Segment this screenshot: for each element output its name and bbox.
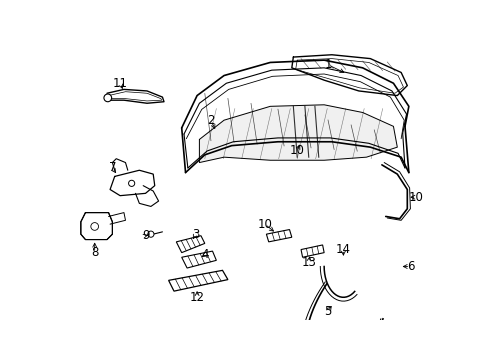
- Text: 1: 1: [324, 58, 331, 71]
- Circle shape: [91, 222, 99, 230]
- Text: 6: 6: [406, 260, 413, 273]
- Text: 11: 11: [112, 77, 127, 90]
- Text: 7: 7: [108, 161, 116, 175]
- Text: 8: 8: [91, 246, 98, 259]
- Text: 10: 10: [289, 144, 304, 157]
- Polygon shape: [182, 251, 216, 268]
- Text: 10: 10: [408, 191, 423, 204]
- Text: 3: 3: [191, 228, 199, 240]
- Circle shape: [104, 94, 111, 102]
- Text: 5: 5: [324, 305, 331, 318]
- Polygon shape: [266, 230, 291, 242]
- Text: 13: 13: [301, 256, 316, 269]
- Polygon shape: [168, 270, 227, 291]
- Polygon shape: [81, 213, 112, 239]
- Polygon shape: [176, 236, 204, 253]
- Polygon shape: [301, 245, 324, 257]
- Text: 14: 14: [335, 243, 350, 256]
- Text: 4: 4: [201, 248, 208, 261]
- Text: 2: 2: [207, 114, 214, 127]
- Text: 10: 10: [257, 218, 272, 231]
- Polygon shape: [199, 105, 396, 163]
- Circle shape: [147, 231, 154, 237]
- Circle shape: [128, 180, 135, 186]
- Text: 12: 12: [189, 291, 204, 304]
- Text: 9: 9: [142, 229, 149, 242]
